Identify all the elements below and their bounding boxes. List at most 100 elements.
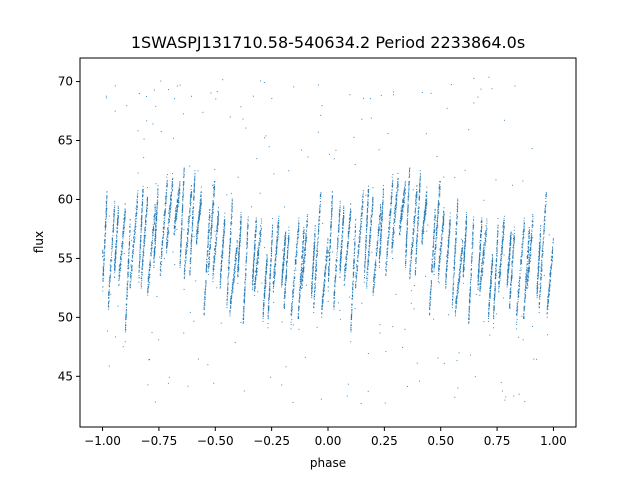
- data-point: [405, 250, 407, 252]
- data-point: [145, 215, 147, 217]
- data-point: [191, 225, 193, 227]
- data-point: [188, 222, 190, 224]
- data-point: [348, 218, 350, 220]
- data-point: [402, 203, 404, 205]
- data-point: [375, 265, 377, 267]
- data-point: [382, 204, 384, 206]
- data-point: [364, 267, 366, 269]
- data-point: [418, 197, 420, 199]
- data-point: [425, 199, 427, 201]
- data-point: [180, 240, 182, 242]
- data-point: [354, 234, 356, 236]
- data-point: [145, 220, 147, 222]
- data-point: [103, 264, 105, 266]
- data-point: [161, 247, 163, 249]
- data-point: [366, 272, 368, 274]
- data-point: [371, 215, 373, 217]
- data-point: [177, 205, 179, 207]
- data-point: [112, 241, 114, 243]
- data-point: [179, 183, 181, 185]
- data-point: [175, 219, 177, 221]
- data-point: [432, 246, 434, 248]
- data-point: [367, 274, 369, 276]
- data-point: [178, 189, 180, 191]
- data-point: [181, 209, 183, 211]
- data-point: [104, 246, 105, 248]
- data-point: [192, 217, 194, 219]
- data-point: [151, 251, 153, 253]
- data-point: [407, 200, 409, 202]
- data-point: [338, 228, 340, 230]
- data-point: [335, 258, 337, 260]
- data-point: [104, 242, 106, 244]
- data-point: [126, 296, 128, 298]
- data-point: [108, 306, 110, 308]
- data-point: [371, 209, 373, 211]
- data-point: [153, 227, 155, 229]
- data-point: [184, 275, 186, 277]
- data-point: [337, 231, 339, 233]
- data-point: [118, 270, 120, 272]
- data-point: [391, 185, 393, 187]
- data-point: [117, 217, 119, 219]
- data-point: [416, 247, 418, 249]
- data-point: [344, 277, 346, 279]
- data-point: [126, 298, 128, 300]
- data-point: [153, 257, 155, 259]
- data-point: [142, 260, 144, 262]
- data-point: [152, 233, 154, 235]
- data-point: [365, 245, 367, 247]
- data-point: [379, 253, 381, 255]
- data-point: [411, 242, 413, 244]
- data-point: [395, 206, 397, 208]
- data-point: [329, 233, 331, 235]
- data-point: [361, 212, 363, 214]
- data-point: [142, 245, 144, 247]
- data-point: [102, 274, 104, 276]
- data-point: [199, 207, 201, 209]
- data-point: [162, 227, 164, 229]
- data-point: [358, 244, 360, 246]
- data-point: [138, 265, 140, 267]
- data-point: [131, 268, 133, 270]
- data-point: [416, 236, 418, 238]
- data-point: [156, 202, 158, 204]
- data-point: [167, 237, 169, 239]
- data-point: [179, 193, 181, 195]
- data-point: [339, 200, 341, 202]
- data-point: [153, 261, 155, 263]
- data-point: [146, 208, 148, 210]
- data-point: [415, 195, 417, 197]
- data-point: [199, 213, 201, 215]
- data-point: [382, 189, 384, 191]
- data-point: [203, 299, 205, 301]
- data-point: [141, 222, 143, 224]
- data-point: [425, 194, 427, 196]
- data-point: [373, 290, 375, 292]
- data-point: [396, 187, 398, 189]
- data-point: [165, 208, 167, 210]
- data-point: [375, 259, 377, 261]
- data-point: [432, 261, 434, 263]
- data-point: [372, 201, 374, 203]
- data-point: [417, 225, 419, 227]
- data-point: [193, 195, 195, 197]
- data-point: [152, 234, 154, 236]
- data-point: [360, 215, 362, 217]
- data-point: [350, 214, 352, 216]
- data-point: [373, 281, 375, 283]
- data-point: [111, 248, 113, 250]
- data-point: [128, 254, 130, 256]
- data-point: [353, 274, 355, 276]
- data-point: [126, 282, 128, 284]
- data-point: [376, 243, 378, 245]
- data-point: [188, 216, 190, 218]
- data-point: [191, 223, 193, 225]
- data-point: [142, 264, 144, 266]
- data-point: [374, 262, 376, 264]
- data-point: [142, 263, 144, 265]
- data-point: [422, 236, 424, 238]
- data-point: [415, 261, 417, 263]
- data-point: [113, 224, 115, 226]
- data-point: [113, 213, 115, 215]
